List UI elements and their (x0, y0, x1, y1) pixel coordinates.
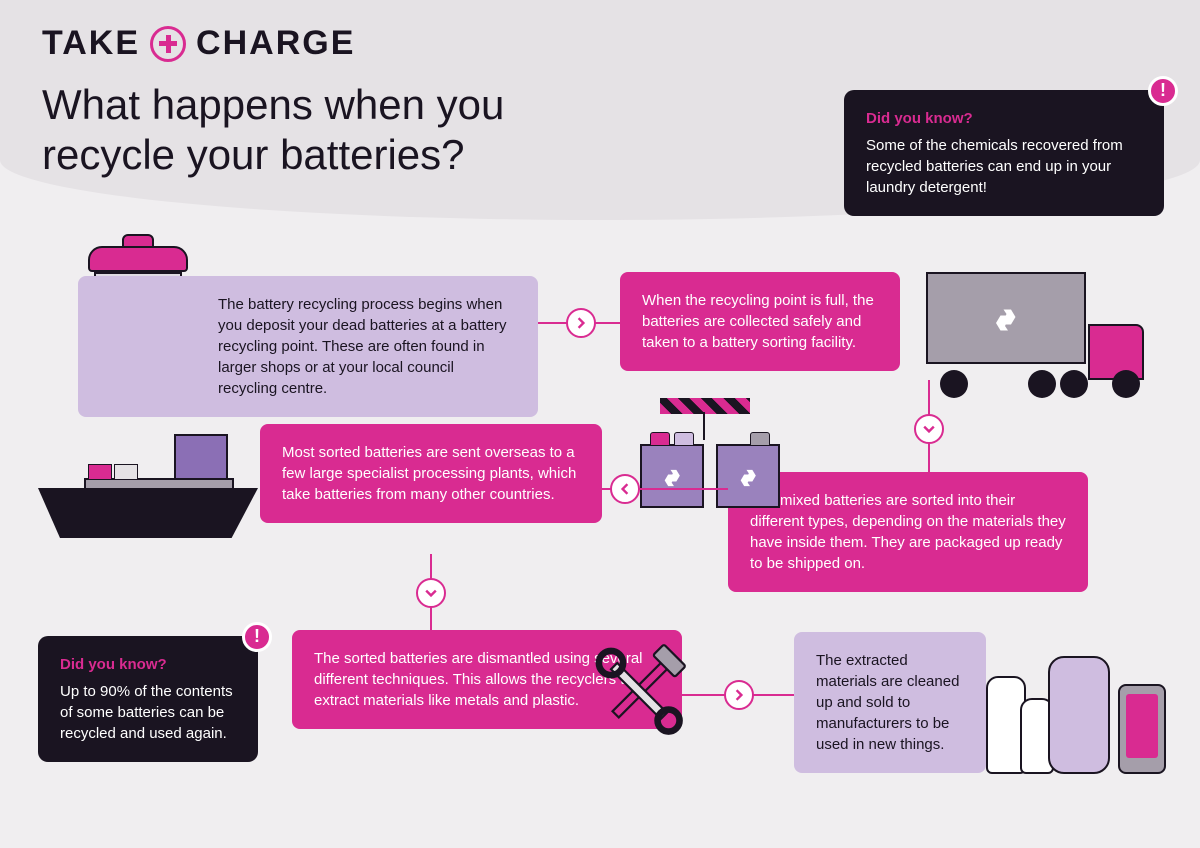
products-icon (986, 614, 1166, 774)
exclamation-icon: ! (1148, 76, 1178, 106)
logo-text-part2: CHARGE (196, 24, 355, 63)
step-card-6: The extracted materials are cleaned up a… (794, 632, 986, 773)
dyk1-title: Did you know? (866, 108, 1142, 129)
step-card-4: Most sorted batteries are sent overseas … (260, 424, 602, 523)
logo: TAKE CHARGE (42, 24, 355, 63)
tools-icon (584, 636, 694, 746)
step3-text: The mixed batteries are sorted into thei… (750, 492, 1066, 572)
step6-text: The extracted materials are cleaned up a… (816, 652, 959, 753)
did-you-know-card-2: ! Did you know? Up to 90% of the content… (38, 636, 258, 762)
logo-text-part1: TAKE (42, 24, 140, 63)
arrow-right-icon (724, 680, 754, 710)
step1-text: The battery recycling process begins whe… (218, 296, 507, 397)
dyk1-text: Some of the chemicals recovered from rec… (866, 135, 1142, 198)
dyk2-text: Up to 90% of the contents of some batter… (60, 681, 236, 744)
page-title: What happens when you recycle your batte… (42, 80, 642, 181)
step-card-3: The mixed batteries are sorted into thei… (728, 472, 1088, 592)
exclamation-icon: ! (242, 622, 272, 652)
step4-text: Most sorted batteries are sent overseas … (282, 444, 576, 503)
arrow-down-icon (914, 414, 944, 444)
step2-text: When the recycling point is full, the ba… (642, 292, 874, 351)
arrow-right-icon (566, 308, 596, 338)
truck-icon (926, 264, 1166, 404)
sorting-crate-icon (640, 398, 780, 508)
plus-icon (150, 26, 186, 62)
step-card-2: When the recycling point is full, the ba… (620, 272, 900, 371)
ship-icon (28, 398, 288, 558)
step-card-1: The battery recycling process begins whe… (78, 276, 538, 417)
did-you-know-card-1: ! Did you know? Some of the chemicals re… (844, 90, 1164, 216)
dyk2-title: Did you know? (60, 654, 236, 675)
arrow-down-icon (416, 578, 446, 608)
arrow-left-icon (610, 474, 640, 504)
